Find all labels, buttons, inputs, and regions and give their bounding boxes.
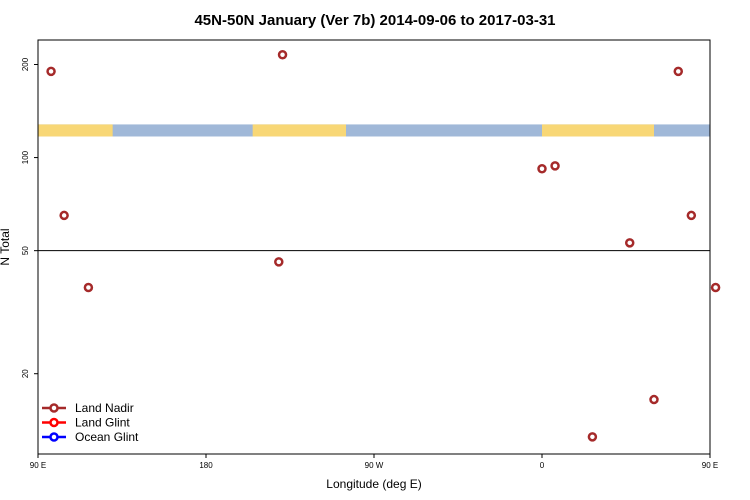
x-tick-label: 0 xyxy=(540,461,545,470)
y-tick-label: 50 xyxy=(21,246,30,255)
legend-swatch-marker xyxy=(49,417,59,428)
plot-frame xyxy=(37,39,711,455)
data-point xyxy=(83,282,94,293)
legend-label: Land Nadir xyxy=(75,401,134,415)
x-tick-label: 90 E xyxy=(30,461,46,470)
legend-swatch-marker xyxy=(49,432,59,442)
data-point xyxy=(624,238,635,248)
legend-label: Land Glint xyxy=(75,416,130,430)
land-segment xyxy=(252,124,346,137)
land-segment xyxy=(38,124,113,137)
data-point xyxy=(710,282,721,293)
data-point xyxy=(550,161,560,171)
y-axis-label: N Total xyxy=(0,228,12,265)
data-point xyxy=(59,210,69,221)
data-point xyxy=(673,66,684,77)
x-tick-label: 90 E xyxy=(702,461,718,470)
data-point xyxy=(274,257,284,267)
data-point xyxy=(277,50,288,60)
data-point xyxy=(537,164,547,174)
x-tick-label: 90 W xyxy=(365,461,384,470)
x-axis-label: Longitude (deg E) xyxy=(326,477,421,491)
data-points xyxy=(46,50,721,442)
y-tick-label: 100 xyxy=(21,150,30,164)
land-band xyxy=(38,124,710,137)
x-tick-label: 180 xyxy=(199,461,213,470)
land-segment xyxy=(542,124,654,137)
data-point xyxy=(46,66,56,77)
y-tick-label: 20 xyxy=(21,369,30,378)
data-point xyxy=(587,432,598,442)
legend-swatch-marker xyxy=(49,403,59,413)
legend-label: Ocean Glint xyxy=(75,430,139,444)
data-point xyxy=(649,394,659,405)
y-tick-label: 200 xyxy=(21,57,30,71)
chart-title: 45N-50N January (Ver 7b) 2014-09-06 to 2… xyxy=(194,12,555,29)
data-point xyxy=(686,210,697,221)
y-axis: 20 50 100 200 xyxy=(21,57,38,378)
